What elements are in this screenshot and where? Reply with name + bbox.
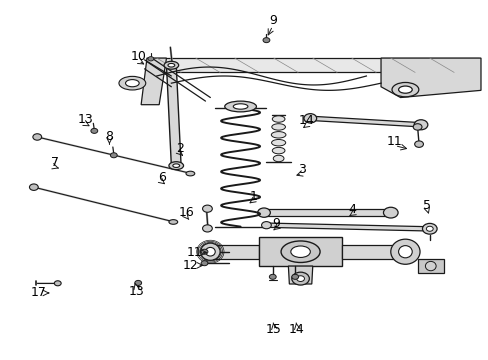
Circle shape	[263, 38, 269, 42]
Circle shape	[291, 274, 298, 279]
Text: 7: 7	[51, 156, 59, 169]
Ellipse shape	[224, 101, 256, 112]
Circle shape	[54, 281, 61, 286]
Circle shape	[296, 276, 304, 282]
Polygon shape	[259, 237, 341, 266]
Ellipse shape	[168, 220, 177, 224]
Circle shape	[269, 274, 276, 279]
Circle shape	[135, 280, 142, 285]
Text: 6: 6	[157, 171, 165, 184]
Ellipse shape	[119, 76, 145, 90]
Circle shape	[33, 134, 41, 140]
Ellipse shape	[272, 147, 285, 154]
Polygon shape	[310, 116, 420, 127]
Text: 2: 2	[176, 142, 183, 155]
Polygon shape	[147, 58, 478, 72]
Ellipse shape	[168, 162, 183, 170]
Polygon shape	[417, 259, 444, 273]
Ellipse shape	[271, 139, 285, 146]
Text: 5: 5	[423, 199, 430, 212]
Polygon shape	[266, 223, 424, 231]
Circle shape	[257, 208, 270, 217]
Text: 8: 8	[105, 130, 113, 144]
Text: 1: 1	[249, 190, 257, 203]
Ellipse shape	[200, 243, 220, 260]
Text: 4: 4	[348, 203, 356, 216]
Polygon shape	[341, 244, 400, 259]
Circle shape	[383, 207, 397, 218]
Circle shape	[148, 57, 154, 61]
Circle shape	[414, 141, 423, 147]
Polygon shape	[141, 58, 166, 105]
Circle shape	[91, 129, 98, 134]
Text: 12: 12	[183, 259, 198, 272]
Circle shape	[426, 226, 432, 231]
Text: 15: 15	[265, 323, 281, 336]
Polygon shape	[264, 210, 390, 216]
Circle shape	[422, 224, 436, 234]
Ellipse shape	[273, 155, 284, 162]
Text: 14: 14	[288, 323, 304, 336]
Ellipse shape	[390, 239, 419, 264]
Ellipse shape	[172, 164, 179, 167]
Text: 10: 10	[130, 50, 146, 63]
Circle shape	[201, 249, 207, 254]
Text: 11: 11	[186, 246, 202, 259]
Ellipse shape	[271, 132, 285, 138]
Ellipse shape	[425, 261, 435, 271]
Ellipse shape	[391, 82, 418, 97]
Circle shape	[201, 261, 207, 266]
Ellipse shape	[233, 104, 247, 109]
Polygon shape	[166, 65, 181, 166]
Ellipse shape	[125, 80, 139, 87]
Polygon shape	[205, 244, 259, 259]
Circle shape	[110, 153, 117, 158]
Ellipse shape	[167, 63, 174, 67]
Text: 3: 3	[298, 163, 305, 176]
Text: 9: 9	[268, 14, 276, 27]
Text: 11: 11	[386, 135, 402, 148]
Ellipse shape	[163, 61, 178, 69]
Circle shape	[291, 272, 309, 285]
Ellipse shape	[271, 124, 285, 130]
Text: 14: 14	[299, 114, 314, 127]
Ellipse shape	[205, 247, 215, 256]
Text: 9: 9	[272, 217, 280, 230]
Ellipse shape	[398, 86, 411, 93]
Circle shape	[413, 120, 427, 130]
Ellipse shape	[290, 246, 310, 257]
Text: 16: 16	[179, 207, 194, 220]
Ellipse shape	[185, 171, 194, 176]
Circle shape	[412, 124, 421, 130]
Ellipse shape	[398, 246, 411, 258]
Circle shape	[202, 225, 212, 232]
Circle shape	[304, 114, 316, 123]
Ellipse shape	[272, 116, 285, 122]
Text: 17: 17	[31, 287, 46, 300]
Text: 13: 13	[78, 113, 94, 126]
Ellipse shape	[281, 241, 320, 262]
Circle shape	[261, 222, 271, 229]
Circle shape	[202, 205, 212, 212]
Polygon shape	[288, 266, 312, 284]
Text: 13: 13	[128, 285, 144, 298]
Circle shape	[29, 184, 38, 190]
Polygon shape	[380, 58, 480, 98]
